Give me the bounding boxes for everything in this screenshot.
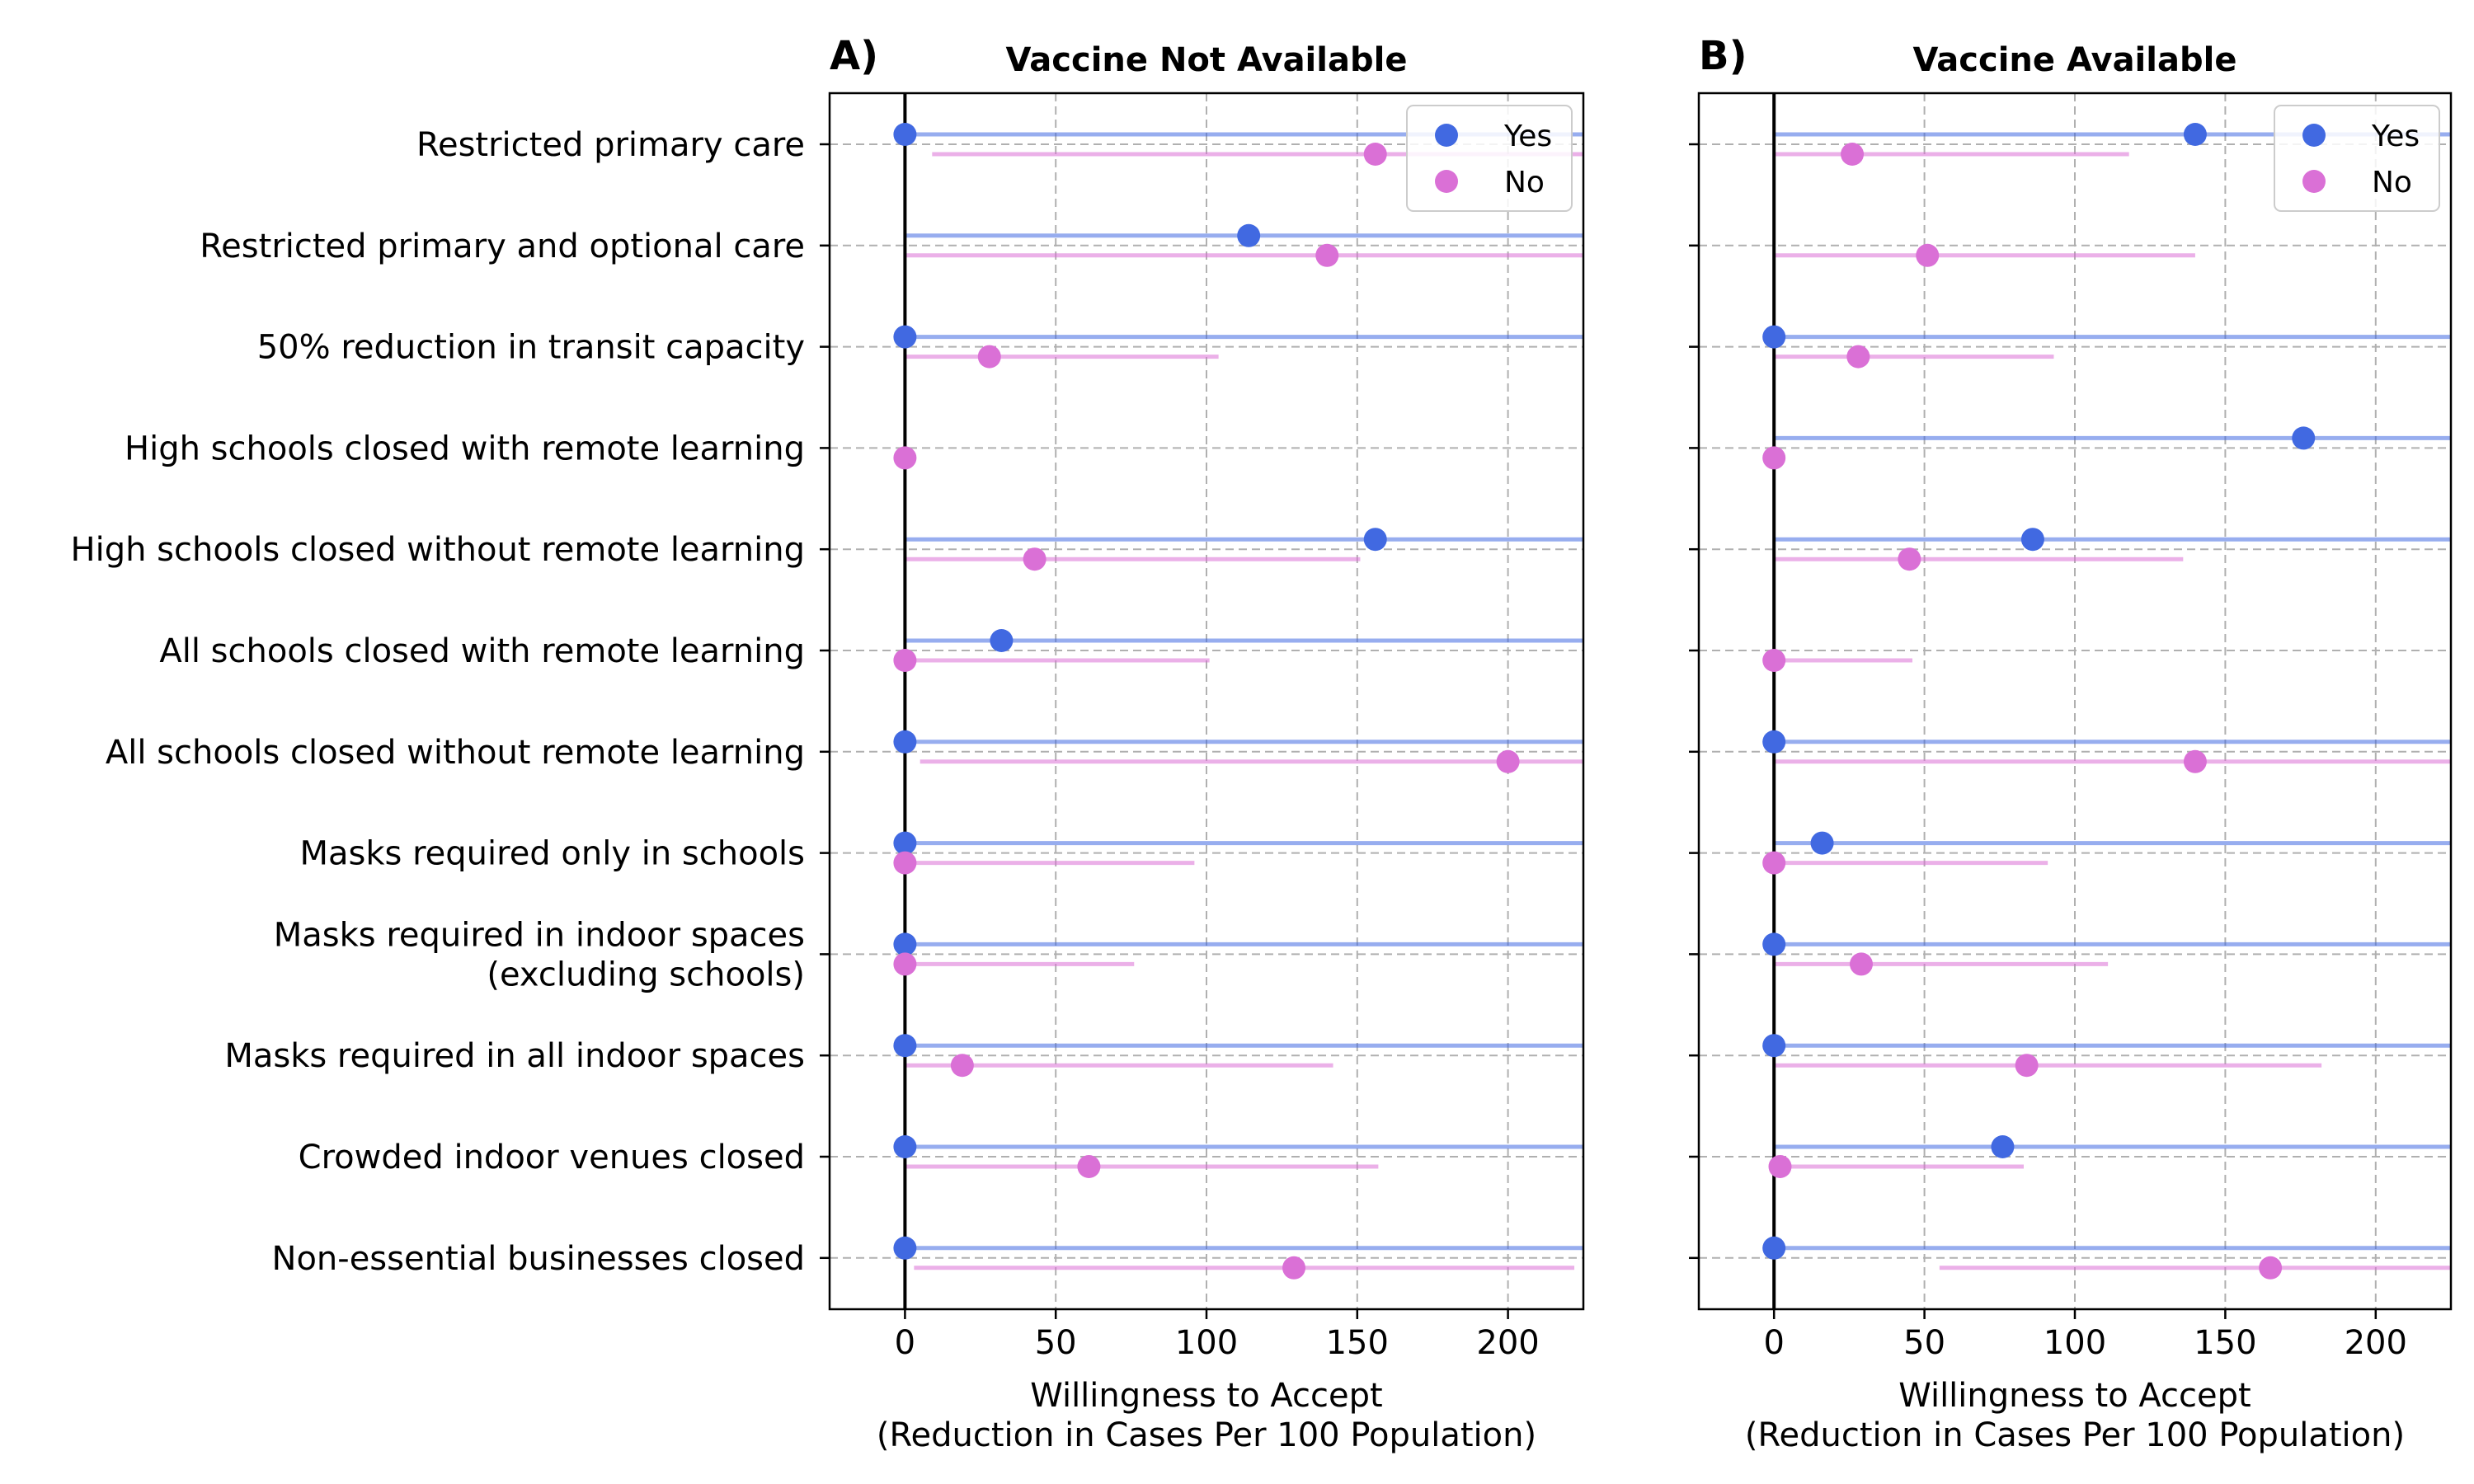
data-point-no [893,851,917,875]
data-point-no [1762,446,1786,470]
data-point-yes [1363,528,1387,552]
category-label: 50% reduction in transit capacity [257,329,805,367]
data-point-yes [2183,123,2207,146]
data-point-yes [1762,1034,1786,1058]
data-point-yes [1762,730,1786,754]
data-point-no [893,649,917,672]
gridlines [830,93,2451,1309]
data-point-no [893,446,917,470]
data-point-no [1023,547,1047,571]
data-point-yes [893,730,917,754]
data-point-yes [893,325,917,349]
x-tick-label: 150 [2194,1324,2256,1362]
x-tick-label: 100 [1175,1324,1238,1362]
category-label: All schools closed without remote learni… [106,734,805,772]
data-point-yes [893,932,917,956]
data-point-yes [2020,528,2044,552]
data-point-no [977,345,1001,369]
chart-text: 0 50 100 150 200 Restricted primary care Restr… [71,33,2440,1454]
x-tick-label: 0 [895,1324,915,1362]
data-point-yes [1762,325,1786,349]
category-label: Masks required in all indoor spaces [224,1037,805,1075]
data-point-no [1282,1256,1306,1280]
data-point-yes [1762,1236,1786,1260]
data-point-no [893,952,917,976]
data-point-yes [893,1135,917,1158]
data-point-no [1841,143,1865,166]
legend-marker-yes [2302,124,2326,147]
data-point-no [2183,749,2207,773]
x-axis-title: Willingness to Accept (Reduction in Cases… [1745,1377,2405,1454]
data-point-no [2259,1256,2283,1280]
panel-letter: B) [1699,33,1747,79]
data-point-yes [1810,831,1834,855]
category-label: Crowded indoor venues closed [299,1139,805,1176]
data-point-no [1762,649,1786,672]
axes [820,92,2453,1319]
panel-title: Vaccine Available [1913,41,2237,79]
data-point-yes [1237,223,1261,247]
x-tick-label: 150 [1326,1324,1389,1362]
data-point-no [1496,749,1520,773]
legend-marker-no [2302,170,2326,193]
data-point-yes [893,123,917,146]
data-point-yes [990,629,1014,652]
x-tick-label: 200 [1476,1324,1539,1362]
data-point-no [950,1054,974,1078]
category-label: Non-essential businesses closed [272,1240,805,1278]
panel-title: Vaccine Not Available [1006,41,1408,79]
x-tick-label: 200 [2345,1324,2407,1362]
x-tick-label: 0 [1763,1324,1784,1362]
data-point-no [1916,243,1940,267]
data-point-no [1898,547,1921,571]
data-point-no [1077,1155,1101,1178]
category-label: All schools closed with remote learning [159,632,805,670]
data-point-no [1768,1155,1792,1178]
category-label: Masks required in indoor spaces (excludin… [274,916,805,993]
legend-marker-no [1435,170,1458,193]
data-point-no [2015,1054,2039,1078]
data-point-yes [893,1034,917,1058]
legend-label-no: No [1504,166,1545,200]
data-point-yes [1762,932,1786,956]
category-label: Restricted primary and optional care [200,228,805,265]
data-point-no [1363,143,1387,166]
category-label: Masks required only in schools [300,835,805,873]
data-point-yes [2292,426,2316,450]
data-point-yes [1991,1135,2015,1158]
legend-label-yes: Yes [2371,120,2420,153]
legend-marker-yes [1435,124,1458,147]
x-tick-label: 100 [2044,1324,2106,1362]
data-point-no [1849,952,1873,976]
legend-label-yes: Yes [1503,120,1552,153]
x-axis-title: Willingness to Accept (Reduction in Cases… [877,1377,1536,1454]
chart-marks [893,93,2451,1309]
category-label: High schools closed without remote learn… [71,531,805,569]
data-point-no [1315,243,1339,267]
data-point-no [1846,345,1870,369]
legend-label-no: No [2372,166,2412,200]
x-tick-label: 50 [1903,1324,1945,1362]
panel-letter: A) [830,33,878,79]
category-label: Restricted primary care [416,126,805,164]
data-point-yes [893,831,917,855]
x-tick-label: 50 [1035,1324,1077,1362]
data-point-yes [893,1236,917,1260]
category-label: High schools closed with remote learning [125,430,805,467]
data-point-no [1762,851,1786,875]
